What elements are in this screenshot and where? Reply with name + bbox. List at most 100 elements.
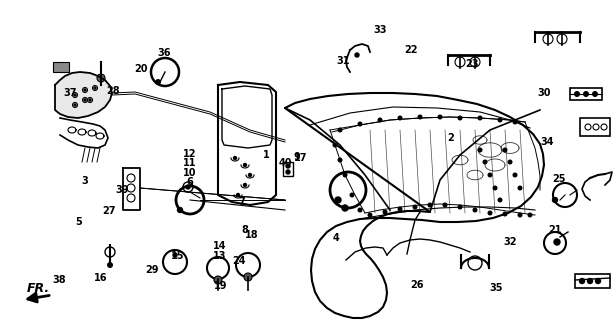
Circle shape — [244, 273, 252, 281]
Circle shape — [458, 116, 462, 120]
Circle shape — [518, 186, 522, 190]
Text: 25: 25 — [552, 174, 566, 184]
Circle shape — [243, 164, 246, 166]
Circle shape — [286, 170, 290, 174]
Bar — [53, 62, 69, 72]
Circle shape — [503, 148, 507, 152]
Text: 22: 22 — [404, 44, 417, 55]
Text: 37: 37 — [64, 88, 77, 98]
Text: 24: 24 — [232, 256, 246, 266]
Text: 33: 33 — [373, 25, 387, 36]
Text: 28: 28 — [107, 86, 120, 96]
Text: 16: 16 — [94, 273, 108, 284]
Circle shape — [498, 118, 502, 122]
Circle shape — [355, 53, 359, 57]
Circle shape — [383, 210, 387, 214]
Text: 9: 9 — [294, 152, 301, 162]
Circle shape — [595, 278, 601, 284]
Circle shape — [343, 173, 347, 177]
Circle shape — [579, 278, 585, 284]
Circle shape — [378, 118, 382, 122]
Circle shape — [237, 194, 240, 196]
Circle shape — [358, 122, 362, 126]
Text: FR.: FR. — [26, 283, 50, 295]
Circle shape — [338, 158, 342, 162]
Bar — [575, 274, 610, 288]
Circle shape — [473, 208, 477, 212]
Text: 32: 32 — [503, 236, 517, 247]
Text: 11: 11 — [183, 158, 197, 168]
Text: 8: 8 — [242, 225, 249, 236]
Text: 19: 19 — [214, 281, 227, 292]
Text: 30: 30 — [538, 88, 551, 98]
Text: 6: 6 — [186, 177, 194, 188]
Circle shape — [518, 213, 522, 217]
Text: 20: 20 — [134, 64, 148, 74]
Circle shape — [350, 193, 354, 197]
Circle shape — [84, 89, 86, 91]
Circle shape — [398, 207, 402, 211]
Circle shape — [74, 104, 76, 106]
Circle shape — [592, 91, 598, 97]
Text: 23: 23 — [465, 59, 479, 69]
Circle shape — [286, 164, 290, 168]
Text: 13: 13 — [213, 251, 226, 261]
Circle shape — [178, 207, 183, 212]
Polygon shape — [55, 72, 112, 118]
Circle shape — [84, 99, 86, 101]
Circle shape — [89, 99, 91, 101]
Circle shape — [483, 160, 487, 164]
Text: 27: 27 — [102, 206, 116, 216]
Text: 7: 7 — [238, 196, 246, 207]
Circle shape — [443, 203, 447, 207]
Text: 17: 17 — [294, 153, 307, 164]
Circle shape — [248, 173, 251, 177]
Circle shape — [574, 91, 580, 97]
Circle shape — [478, 116, 482, 120]
Circle shape — [97, 74, 105, 82]
Bar — [580, 118, 610, 136]
Text: 40: 40 — [278, 158, 292, 168]
Text: 35: 35 — [490, 283, 503, 293]
Circle shape — [74, 94, 76, 96]
Circle shape — [503, 212, 507, 216]
Circle shape — [368, 213, 372, 217]
Circle shape — [342, 205, 348, 211]
Text: 29: 29 — [145, 265, 159, 276]
Circle shape — [418, 115, 422, 119]
Circle shape — [508, 160, 512, 164]
Circle shape — [583, 91, 589, 97]
Circle shape — [398, 116, 402, 120]
Text: 36: 36 — [157, 48, 170, 58]
Text: 38: 38 — [53, 275, 66, 285]
Circle shape — [513, 120, 517, 124]
Circle shape — [587, 278, 593, 284]
Circle shape — [358, 208, 362, 212]
Text: 2: 2 — [447, 132, 454, 143]
Circle shape — [488, 211, 492, 215]
Text: 14: 14 — [213, 241, 226, 252]
Circle shape — [438, 115, 442, 119]
Circle shape — [528, 213, 532, 217]
Text: 10: 10 — [183, 168, 197, 178]
Text: 4: 4 — [332, 233, 340, 244]
Circle shape — [214, 276, 222, 284]
Circle shape — [94, 87, 96, 89]
Circle shape — [338, 128, 342, 132]
Circle shape — [478, 148, 482, 152]
Text: 39: 39 — [116, 185, 129, 196]
Circle shape — [333, 143, 337, 147]
Circle shape — [173, 253, 177, 257]
Text: 5: 5 — [75, 217, 82, 228]
Circle shape — [186, 185, 190, 189]
Text: 26: 26 — [410, 280, 424, 290]
Circle shape — [428, 203, 432, 207]
Circle shape — [488, 173, 492, 177]
Bar — [283, 162, 293, 176]
Circle shape — [413, 205, 417, 209]
Circle shape — [155, 79, 161, 85]
Circle shape — [458, 205, 462, 209]
Text: 1: 1 — [263, 150, 270, 160]
Text: 12: 12 — [183, 148, 197, 159]
Circle shape — [493, 186, 497, 190]
